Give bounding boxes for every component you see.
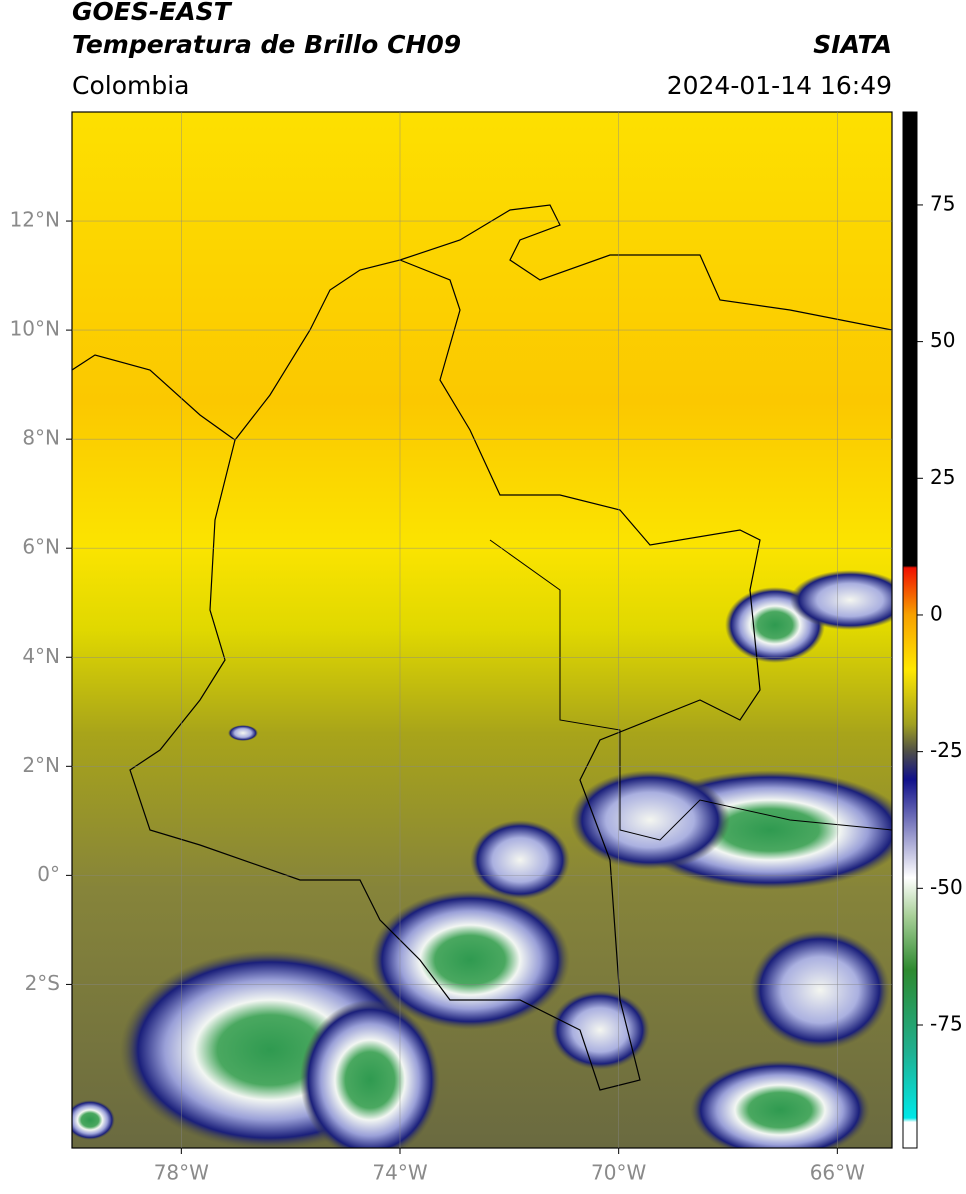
cloud: [550, 990, 650, 1070]
y-tick-label: 8°N: [22, 426, 60, 450]
colorbar-tick-label: 75: [930, 191, 955, 215]
cloud: [300, 1000, 440, 1148]
x-tick-label: 74°W: [372, 1161, 427, 1185]
cloud: [72, 1100, 115, 1140]
border: [129, 259, 761, 1091]
source-title: GOES-EAST: [72, 0, 233, 26]
colorbar-tick-label: -25: [930, 738, 963, 762]
y-tick-label: 2°N: [22, 753, 60, 777]
imagery: [72, 112, 892, 1148]
agency: SIATA: [813, 30, 892, 59]
region: Colombia: [72, 71, 189, 100]
map-frame: [71, 111, 893, 1149]
cloud: [570, 770, 730, 870]
colorbar-tick-label: -50: [930, 875, 963, 899]
cloud: [370, 890, 570, 1030]
x-tick-label: 70°W: [591, 1161, 646, 1185]
border: [489, 539, 892, 841]
coastline: [72, 204, 892, 441]
x-tick-label: 66°W: [810, 1161, 865, 1185]
y-tick-label: 2°S: [25, 971, 60, 995]
cloud: [228, 725, 258, 741]
timestamp: 2024-01-14 16:49: [667, 71, 892, 100]
cloud: [750, 930, 890, 1050]
y-tick-label: 10°N: [10, 317, 60, 341]
cloud: [690, 1060, 870, 1148]
colorbar-tick-label: 0: [930, 601, 943, 625]
y-tick-label: 12°N: [10, 208, 60, 232]
cloud: [470, 820, 570, 900]
colorbar-tick-label: 25: [930, 465, 955, 489]
y-tick-label: 0°: [37, 862, 60, 886]
y-tick-label: 4°N: [22, 644, 60, 668]
colorbar: [902, 111, 918, 1149]
colorbar-tick-label: -75: [930, 1011, 963, 1035]
colorbar-tick-label: 50: [930, 328, 955, 352]
cloud: [790, 570, 892, 630]
y-tick-label: 6°N: [22, 535, 60, 559]
product-title: Temperatura de Brillo CH09: [72, 30, 461, 59]
x-tick-label: 78°W: [154, 1161, 209, 1185]
